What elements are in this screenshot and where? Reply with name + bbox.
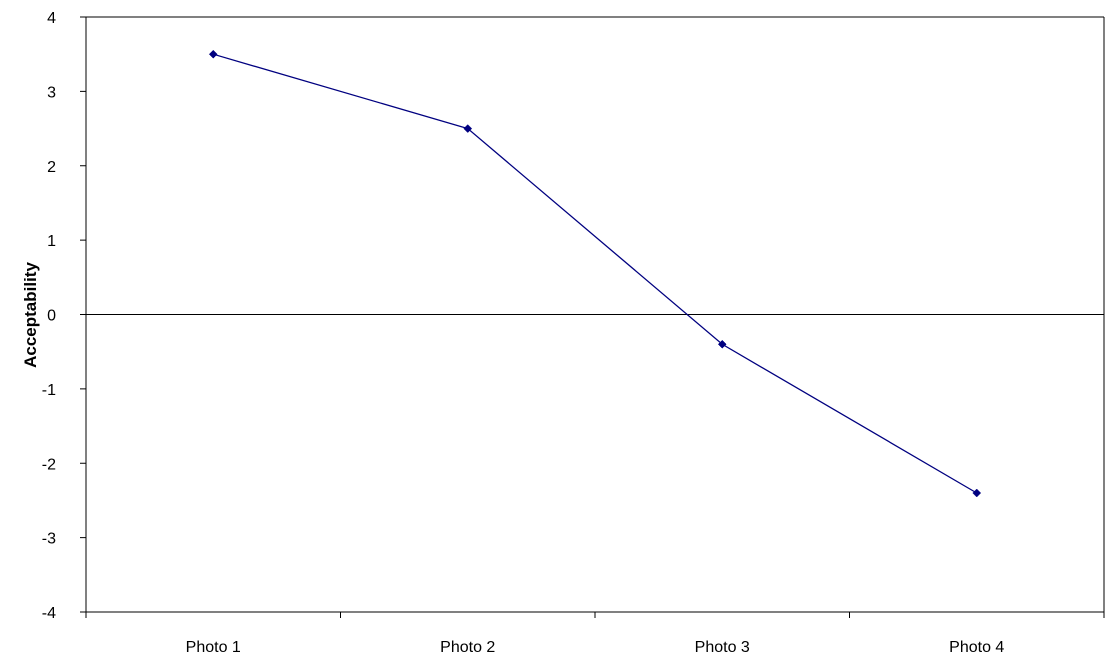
y-tick-label: -1: [42, 382, 56, 399]
x-tick-label: Photo 3: [695, 639, 750, 656]
y-tick-label: 3: [47, 84, 56, 101]
series-line: [213, 53, 978, 494]
x-tick-label: Photo 1: [186, 639, 241, 656]
data-point: [208, 49, 218, 59]
data-point: [972, 488, 982, 498]
y-tick-label: 1: [47, 233, 56, 250]
y-tick-label: -4: [42, 605, 56, 622]
y-tick-label: -2: [42, 456, 56, 473]
y-tick-label: -3: [42, 531, 56, 548]
y-tick-label: 4: [47, 10, 56, 27]
y-tick-label: 2: [47, 159, 56, 176]
data-point: [717, 339, 727, 349]
x-tick-label: Photo 2: [440, 639, 495, 656]
y-tick-label: 0: [47, 308, 56, 325]
y-axis-title: Acceptability: [21, 262, 40, 368]
x-tick-label: Photo 4: [949, 639, 1004, 656]
data-point: [463, 124, 473, 133]
